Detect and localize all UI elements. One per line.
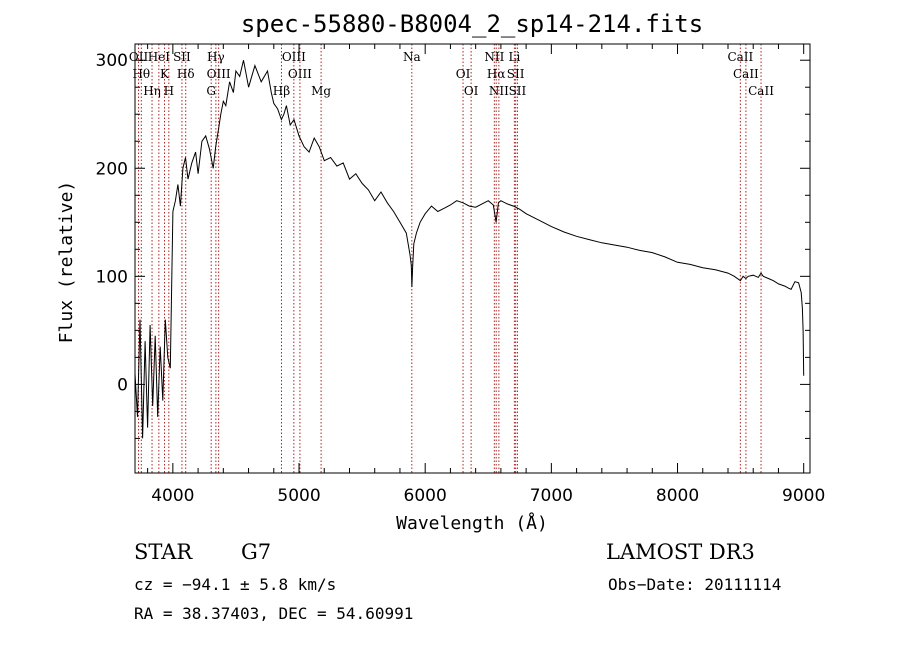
redshift-velocity: cz = −94.1 ± 5.8 km/s — [134, 575, 336, 594]
object-class: STAR — [134, 540, 193, 564]
line-marker-label: SII — [507, 67, 525, 81]
line-marker-label: OII — [129, 50, 149, 64]
line-marker-label: NII — [489, 84, 509, 98]
x-tick-label: 6000 — [404, 486, 447, 506]
y-axis: 0 100 200 300 — [96, 51, 810, 439]
plot-frame — [134, 43, 811, 474]
line-marker-label: SII — [173, 50, 191, 64]
line-marker-label: OIII — [282, 50, 306, 64]
line-marker-label: OIII — [288, 67, 312, 81]
line-marker-label: K — [160, 67, 170, 81]
survey-name: LAMOST DR3 — [606, 540, 755, 564]
sky-coordinates: RA = 38.37403, DEC = 54.60991 — [134, 604, 413, 623]
line-marker-label: Hγ — [207, 50, 225, 64]
x-tick-label: 9000 — [782, 486, 825, 506]
x-tick-label: 4000 — [151, 486, 194, 506]
line-marker-label: CaII — [727, 50, 753, 64]
line-marker-label: Hδ — [177, 67, 195, 81]
line-marker-label: CaII — [748, 84, 774, 98]
line-marker-label: SII — [509, 84, 527, 98]
observation-date: Obs−Date: 20111114 — [608, 575, 781, 594]
y-tick-label: 0 — [117, 375, 128, 395]
line-marker-label: H — [164, 84, 174, 98]
line-marker-label: OIII — [207, 67, 231, 81]
spectral-line-markers — [138, 44, 762, 473]
line-marker-label: Na — [403, 50, 421, 64]
x-tick-label: 7000 — [530, 486, 573, 506]
line-marker-label: Hα — [487, 67, 506, 81]
line-marker-label: NII — [484, 50, 504, 64]
line-marker-label: HeI — [148, 50, 171, 64]
y-axis-label: Flux (relative) — [56, 181, 77, 344]
spectrum-line — [134, 60, 805, 439]
chart-title: spec-55880-B8004_2_sp14-214.fits — [241, 10, 703, 38]
line-marker-label: Li — [508, 50, 520, 64]
object-subclass: G7 — [241, 540, 271, 564]
line-marker-label: Hβ — [273, 84, 290, 98]
y-tick-label: 200 — [96, 159, 128, 179]
x-axis-label: Wavelength (Å) — [396, 512, 548, 534]
line-marker-label: Hη — [143, 84, 161, 98]
line-marker-label: OI — [464, 84, 479, 98]
y-tick-label: 100 — [96, 267, 128, 287]
y-tick-label: 300 — [96, 51, 128, 71]
line-marker-label: Mg — [311, 84, 331, 98]
line-marker-label: OI — [456, 67, 471, 81]
x-tick-label: 5000 — [277, 486, 320, 506]
line-marker-label: Hθ — [132, 67, 150, 81]
x-tick-label: 8000 — [656, 486, 699, 506]
spectral-line-labels: OII Hθ Hη HeI KH SII Hδ G Hγ OIII Hβ OIII OIII Mg Na OI… — [129, 50, 774, 98]
line-marker-label: G — [206, 84, 216, 98]
x-axis: 4000 5000 6000 7000 8000 9000 — [147, 44, 825, 506]
line-marker-label: CaII — [733, 67, 759, 81]
